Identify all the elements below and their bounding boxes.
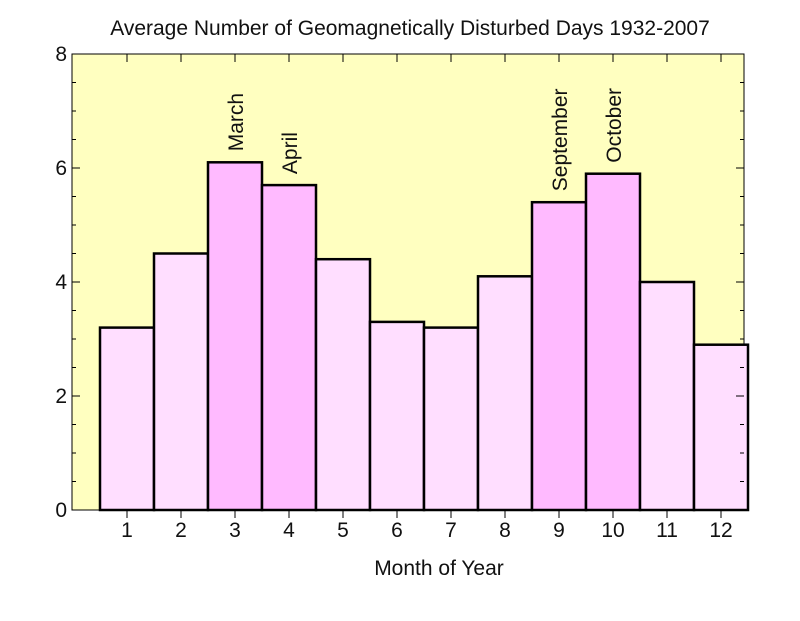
x-tick-label: 4: [283, 519, 295, 542]
x-tick-label: 7: [445, 519, 457, 542]
y-tick-label: 0: [55, 499, 67, 522]
bar-month-12: [692, 343, 750, 512]
x-tick-label: 1: [121, 519, 133, 542]
x-tick-label: 9: [553, 519, 565, 542]
bar-month-7: [422, 326, 480, 512]
x-tick-label: 8: [499, 519, 511, 542]
annotation-label: April: [279, 132, 302, 174]
bar-month-2: [152, 252, 210, 512]
annotation-label: September: [549, 88, 572, 191]
bar-annotations: March April September October: [225, 88, 626, 191]
x-tick-label: 11: [656, 519, 678, 542]
y-tick-label: 2: [55, 385, 67, 408]
x-tick-label: 12: [709, 519, 732, 542]
bar-month-3: [206, 161, 264, 512]
annotation-label: March: [225, 93, 248, 151]
x-tick-label: 2: [175, 519, 187, 542]
bar-month-4: [260, 183, 318, 512]
bar-month-9: [530, 200, 588, 512]
x-tick-label: 5: [337, 519, 349, 542]
y-tick-label: 8: [55, 43, 67, 66]
bar-month-11: [638, 280, 696, 512]
bar-month-5: [314, 257, 372, 512]
bar-month-1: [98, 326, 156, 512]
bar-month-10: [584, 172, 642, 512]
x-tick-label: 3: [229, 519, 241, 542]
bar-month-8: [476, 275, 534, 512]
x-axis-label: Month of Year: [374, 557, 504, 580]
y-tick-label: 6: [55, 157, 67, 180]
y-tick-label: 4: [55, 271, 67, 294]
annotation-label: October: [603, 88, 626, 163]
bar-month-6: [368, 320, 426, 512]
chart-title: Average Number of Geomagnetically Distur…: [110, 17, 710, 40]
bars: [98, 161, 750, 512]
x-tick-label: 6: [391, 519, 403, 542]
x-tick-label: 10: [601, 519, 624, 542]
